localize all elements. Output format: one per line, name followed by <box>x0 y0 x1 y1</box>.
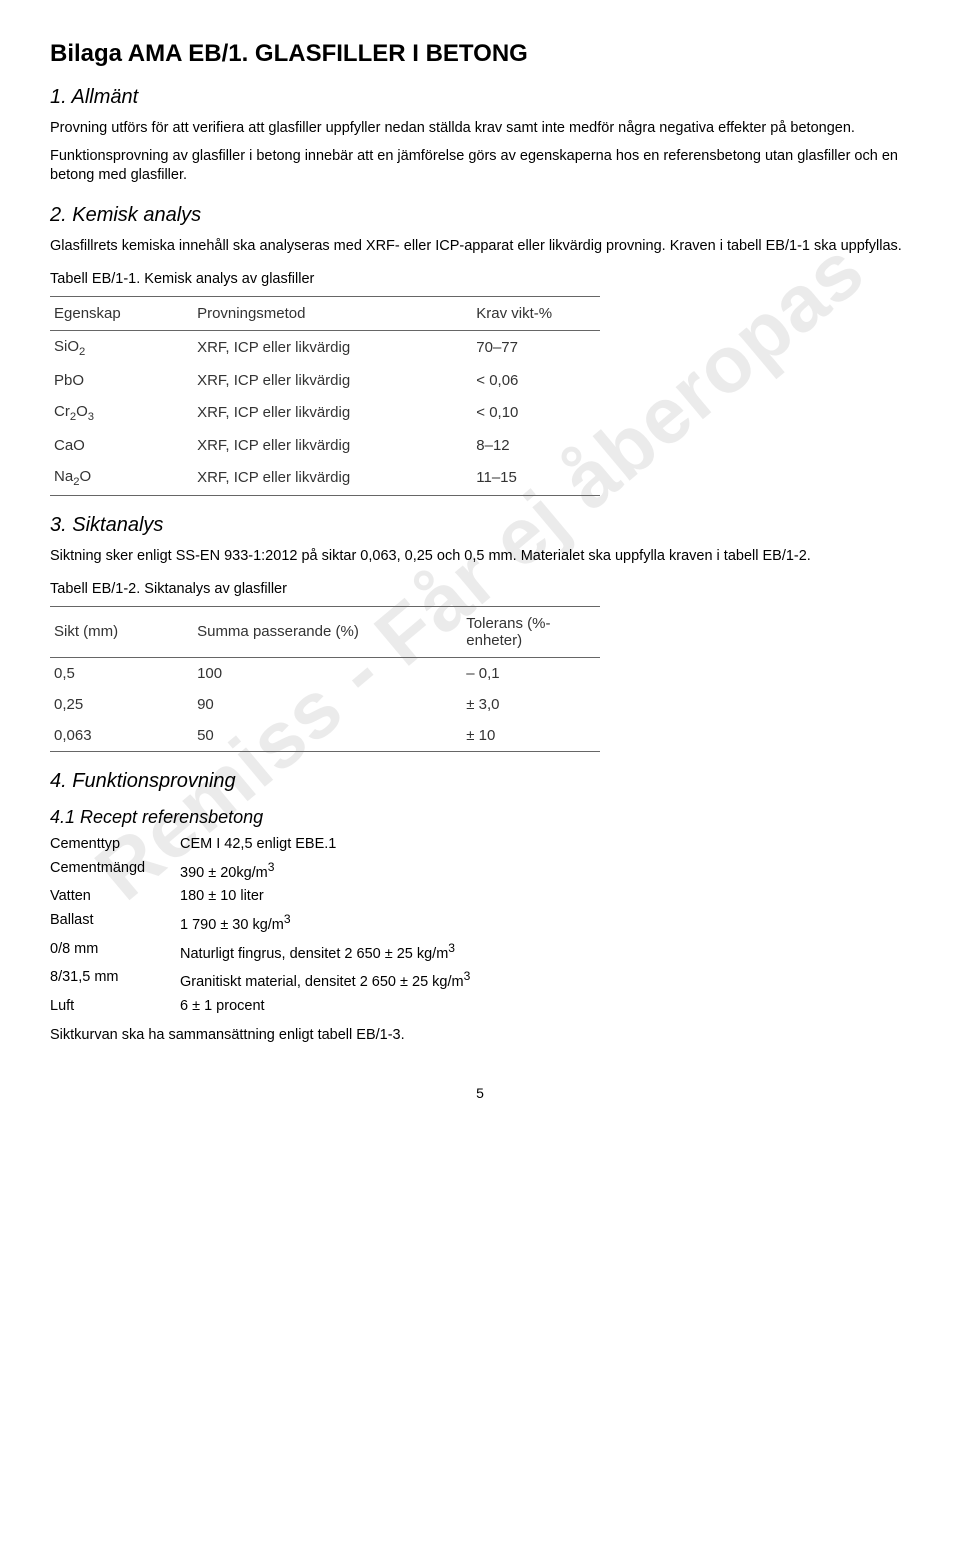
cell-sikt: 0,5 <box>50 657 193 689</box>
recipe-label: Ballast <box>50 910 180 937</box>
cell-egenskap: Na2O <box>50 461 193 496</box>
section-2-p1: Glasfillrets kemiska innehåll ska analys… <box>50 237 910 257</box>
cell-summa: 50 <box>193 720 446 752</box>
cell-summa: 100 <box>193 657 446 689</box>
recipe-value: 180 ± 10 liter <box>180 886 910 908</box>
col-krav: Krav vikt-% <box>446 296 600 330</box>
recipe-value: Naturligt fingrus, densitet 2 650 ± 25 k… <box>180 939 910 966</box>
section-2-heading: 2. Kemisk analys <box>50 204 910 227</box>
table-header-row: Egenskap Provningsmetod Krav vikt-% <box>50 296 600 330</box>
section-1-p2: Funktionsprovning av glasfiller i betong… <box>50 147 910 186</box>
section-3-heading: 3. Siktanalys <box>50 514 910 537</box>
cell-tolerans: – 0,1 <box>446 657 600 689</box>
recipe-label: Luft <box>50 996 180 1018</box>
cell-metod: XRF, ICP eller likvärdig <box>193 365 446 396</box>
table-row: PbOXRF, ICP eller likvärdig< 0,06 <box>50 365 600 396</box>
table-siktanalys: Sikt (mm) Summa passerande (%) Tolerans … <box>50 606 600 752</box>
cell-krav: 11–15 <box>446 461 600 496</box>
recipe-row: Luft6 ± 1 procent <box>50 996 910 1018</box>
recipe-value: 390 ± 20kg/m3 <box>180 858 910 885</box>
cell-egenskap: PbO <box>50 365 193 396</box>
table-row: 0,06350± 10 <box>50 720 600 752</box>
recipe-row: 0/8 mmNaturligt fingrus, densitet 2 650 … <box>50 939 910 966</box>
table-row: 0,5100– 0,1 <box>50 657 600 689</box>
table-row: CaOXRF, ICP eller likvärdig8–12 <box>50 430 600 461</box>
cell-krav: 8–12 <box>446 430 600 461</box>
cell-sikt: 0,063 <box>50 720 193 752</box>
table-row: SiO2XRF, ICP eller likvärdig70–77 <box>50 330 600 365</box>
section-1-heading: 1. Allmänt <box>50 86 910 109</box>
recipe-row: 8/31,5 mmGranitiskt material, densitet 2… <box>50 967 910 994</box>
table-kemisk-analys: Egenskap Provningsmetod Krav vikt-% SiO2… <box>50 296 600 496</box>
recipe-label: Cementtyp <box>50 834 180 856</box>
table-2-caption: Tabell EB/1-2. Siktanalys av glasfiller <box>50 580 910 600</box>
recipe-row: Ballast1 790 ± 30 kg/m3 <box>50 910 910 937</box>
cell-krav: < 0,10 <box>446 396 600 430</box>
page-title: Bilaga AMA EB/1. GLASFILLER I BETONG <box>50 40 910 68</box>
table-row: Na2OXRF, ICP eller likvärdig11–15 <box>50 461 600 496</box>
table-1-caption: Tabell EB/1-1. Kemisk analys av glasfill… <box>50 270 910 290</box>
table-row: 0,2590± 3,0 <box>50 689 600 720</box>
recipe-row: Vatten180 ± 10 liter <box>50 886 910 908</box>
cell-tolerans: ± 3,0 <box>446 689 600 720</box>
cell-krav: < 0,06 <box>446 365 600 396</box>
cell-egenskap: SiO2 <box>50 330 193 365</box>
recipe-value: Granitiskt material, densitet 2 650 ± 25… <box>180 967 910 994</box>
recipe-label: 8/31,5 mm <box>50 967 180 994</box>
recipe-value: CEM I 42,5 enligt EBE.1 <box>180 834 910 856</box>
col-summa: Summa passerande (%) <box>193 606 446 657</box>
col-sikt: Sikt (mm) <box>50 606 193 657</box>
recipe-row: Cementmängd390 ± 20kg/m3 <box>50 858 910 885</box>
recipe-list: CementtypCEM I 42,5 enligt EBE.1Cementmä… <box>50 834 910 1018</box>
cell-krav: 70–77 <box>446 330 600 365</box>
col-provningsmetod: Provningsmetod <box>193 296 446 330</box>
col-tolerans: Tolerans (%-enheter) <box>446 606 600 657</box>
cell-summa: 90 <box>193 689 446 720</box>
recipe-value: 1 790 ± 30 kg/m3 <box>180 910 910 937</box>
cell-sikt: 0,25 <box>50 689 193 720</box>
table-header-row: Sikt (mm) Summa passerande (%) Tolerans … <box>50 606 600 657</box>
cell-metod: XRF, ICP eller likvärdig <box>193 430 446 461</box>
cell-egenskap: CaO <box>50 430 193 461</box>
section-3-p1: Siktning sker enligt SS-EN 933-1:2012 på… <box>50 547 910 567</box>
section-4-1-heading: 4.1 Recept referensbetong <box>50 807 910 828</box>
table-row: Cr2O3XRF, ICP eller likvärdig< 0,10 <box>50 396 600 430</box>
recipe-value: 6 ± 1 procent <box>180 996 910 1018</box>
section-1-p1: Provning utförs för att verifiera att gl… <box>50 119 910 139</box>
cell-metod: XRF, ICP eller likvärdig <box>193 461 446 496</box>
col-egenskap: Egenskap <box>50 296 193 330</box>
recipe-row: CementtypCEM I 42,5 enligt EBE.1 <box>50 834 910 856</box>
recipe-label: Vatten <box>50 886 180 908</box>
document-content: Bilaga AMA EB/1. GLASFILLER I BETONG 1. … <box>50 40 910 1101</box>
cell-egenskap: Cr2O3 <box>50 396 193 430</box>
section-4-footer: Siktkurvan ska ha sammansättning enligt … <box>50 1026 910 1046</box>
cell-tolerans: ± 10 <box>446 720 600 752</box>
cell-metod: XRF, ICP eller likvärdig <box>193 330 446 365</box>
page-number: 5 <box>50 1085 910 1101</box>
recipe-label: Cementmängd <box>50 858 180 885</box>
cell-metod: XRF, ICP eller likvärdig <box>193 396 446 430</box>
section-4-heading: 4. Funktionsprovning <box>50 770 910 793</box>
recipe-label: 0/8 mm <box>50 939 180 966</box>
